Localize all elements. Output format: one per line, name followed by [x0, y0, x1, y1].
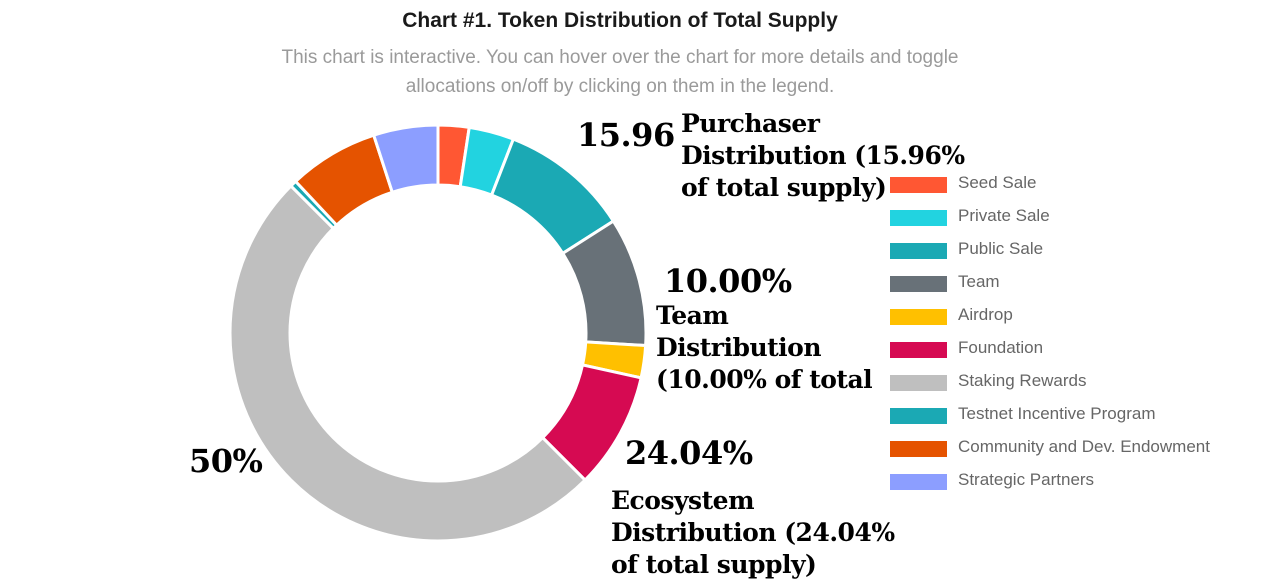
- chart-legend: Seed Sale Private Sale Public Sale Team Aird…: [890, 173, 1210, 503]
- legend-label: Testnet Incentive Program: [958, 404, 1156, 423]
- team-value-annotation: 10.00%: [664, 262, 792, 300]
- legend-item-private-sale[interactable]: Private Sale: [890, 206, 1210, 239]
- legend-label: Foundation: [958, 338, 1044, 357]
- legend-item-staking-rewards[interactable]: Staking Rewards: [890, 371, 1210, 404]
- legend-item-testnet-incentive-program[interactable]: Testnet Incentive Program: [890, 404, 1210, 437]
- legend-swatch: [890, 276, 947, 292]
- legend-label: Private Sale: [958, 206, 1050, 225]
- slice-strategic-partners[interactable]: [371, 123, 440, 195]
- staking-value-annotation: 50%: [189, 442, 263, 480]
- legend-swatch: [890, 474, 947, 490]
- legend-label: Public Sale: [958, 239, 1044, 258]
- legend-label: Staking Rewards: [958, 371, 1087, 390]
- legend-label: Strategic Partners: [958, 470, 1095, 489]
- legend-label: Seed Sale: [958, 173, 1037, 192]
- chart-subtitle: This chart is interactive. You can hover…: [281, 47, 959, 97]
- legend-swatch: [890, 375, 947, 391]
- legend-swatch: [890, 177, 947, 193]
- legend-item-seed-sale[interactable]: Seed Sale: [890, 173, 1210, 206]
- team-label-annotation: Team Distribution (10.00% of total suppl…: [656, 301, 873, 392]
- legend-swatch: [890, 243, 947, 259]
- purchaser-value-annotation: 15.96: [577, 116, 675, 154]
- legend-item-foundation[interactable]: Foundation: [890, 338, 1210, 371]
- ecosystem-label-annotation: Ecosystem Distribution (24.04% of total …: [611, 486, 895, 579]
- legend-swatch: [890, 441, 947, 457]
- slice-staking-rewards[interactable]: [228, 183, 588, 543]
- ecosystem-value-annotation: 24.04%: [625, 434, 753, 472]
- legend-label: Airdrop: [958, 305, 1013, 324]
- legend-item-strategic-partners[interactable]: Strategic Partners: [890, 470, 1210, 503]
- legend-swatch: [890, 210, 947, 226]
- legend-item-team[interactable]: Team: [890, 272, 1210, 305]
- legend-item-public-sale[interactable]: Public Sale: [890, 239, 1210, 272]
- legend-label: Community and Dev. Endowment: [958, 437, 1210, 456]
- legend-label: Team: [958, 272, 1000, 291]
- legend-item-community-and-dev-endowment[interactable]: Community and Dev. Endowment: [890, 437, 1210, 470]
- chart-title: Chart #1. Token Distribution of Total Su…: [402, 9, 838, 32]
- donut-chart[interactable]: [0, 0, 1283, 561]
- purchaser-label-annotation: Purchaser Distribution (15.96% of total …: [681, 109, 965, 202]
- legend-swatch: [890, 342, 947, 358]
- legend-swatch: [890, 309, 947, 325]
- legend-item-airdrop[interactable]: Airdrop: [890, 305, 1210, 338]
- legend-swatch: [890, 408, 947, 424]
